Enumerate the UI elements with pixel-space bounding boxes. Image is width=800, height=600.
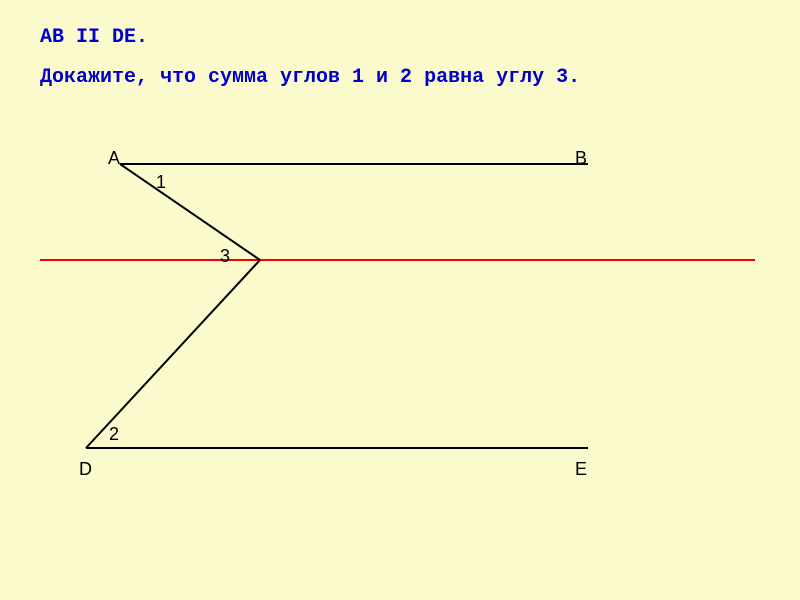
label-angle-3: 3 xyxy=(220,246,230,267)
label-D: D xyxy=(79,459,92,480)
label-angle-2: 2 xyxy=(109,424,119,445)
label-A: A xyxy=(108,148,120,169)
label-angle-1: 1 xyxy=(156,172,166,193)
black-line-2 xyxy=(86,260,260,448)
geometry-diagram xyxy=(0,0,800,600)
label-E: E xyxy=(575,459,587,480)
black-line-1 xyxy=(120,164,260,260)
label-B: B xyxy=(575,148,587,169)
